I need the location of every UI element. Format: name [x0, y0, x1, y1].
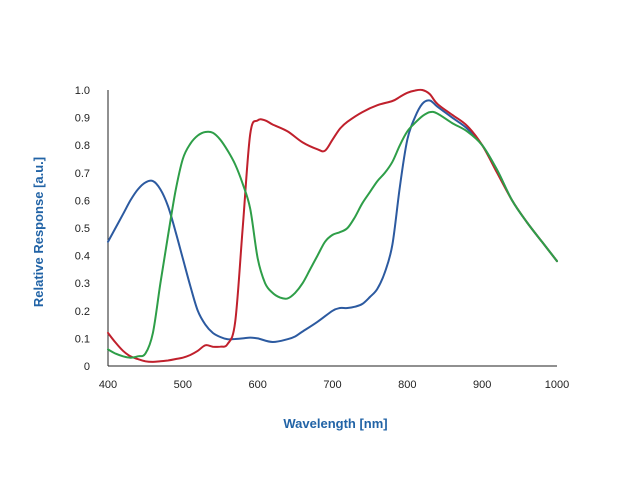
y-tick-label: 0.1 — [75, 333, 90, 345]
x-tick-label: 400 — [99, 379, 117, 391]
y-tick-label: 0.9 — [75, 113, 90, 125]
x-tick-label: 800 — [398, 379, 416, 391]
y-tick-label: 0.2 — [75, 306, 90, 318]
x-tick-label: 600 — [248, 379, 266, 391]
x-tick-label: 1000 — [545, 379, 569, 391]
y-tick-label: 0.6 — [75, 195, 90, 207]
y-tick-label: 0 — [84, 361, 90, 373]
red-series-line — [107, 88, 558, 363]
blue-series-line — [107, 99, 558, 344]
series-lines — [107, 88, 558, 363]
y-tick-label: 0.4 — [75, 251, 90, 263]
x-axis-title: Wavelength [nm] — [283, 416, 387, 431]
y-axis-title: Relative Response [a.u.] — [31, 157, 46, 307]
x-tick-label: 700 — [323, 379, 341, 391]
y-tick-labels: 0 0.1 0.2 0.3 0.4 0.5 0.6 0.7 0.8 0.9 1.0 — [75, 85, 90, 373]
y-tick-label: 0.7 — [75, 168, 90, 180]
axes — [107, 90, 557, 367]
y-tick-label: 0.8 — [75, 140, 90, 152]
x-tick-labels: 400 500 600 700 800 900 1000 — [99, 379, 569, 391]
x-tick-label: 900 — [473, 379, 491, 391]
green-series-line — [107, 110, 558, 359]
x-tick-label: 500 — [174, 379, 192, 391]
y-tick-label: 1.0 — [75, 85, 90, 97]
y-tick-label: 0.3 — [75, 278, 90, 290]
y-tick-label: 0.5 — [75, 223, 90, 235]
